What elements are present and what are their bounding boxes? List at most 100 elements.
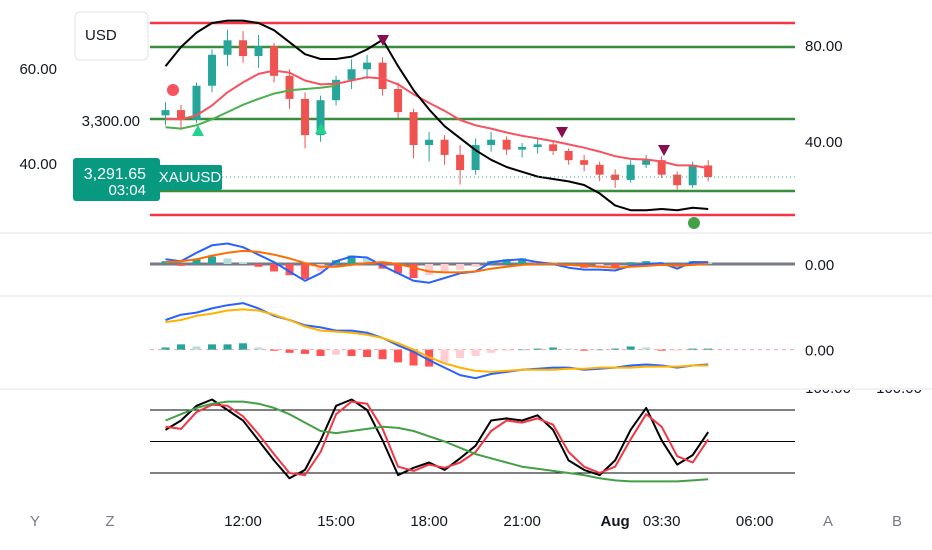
candle-body	[192, 85, 201, 120]
y-tick-label: 100.00	[805, 380, 851, 397]
histogram-bar	[378, 349, 387, 360]
candle-body	[239, 40, 248, 57]
histogram-bar	[626, 346, 635, 350]
candle-body	[657, 160, 666, 175]
price-badge	[73, 157, 160, 201]
candle-body	[161, 110, 170, 116]
candle-body	[626, 164, 635, 180]
histogram-bar	[688, 348, 697, 350]
candle-body	[471, 145, 480, 171]
histogram-bar	[285, 349, 294, 353]
histogram-bar	[456, 349, 465, 359]
histogram-bar	[192, 259, 201, 264]
candle-body	[301, 98, 310, 136]
histogram-bar	[502, 259, 511, 264]
histogram-bar	[595, 349, 604, 351]
candle-body	[223, 40, 232, 55]
histogram-bar	[394, 264, 403, 274]
x-tick-label: 15:00	[317, 513, 355, 530]
histogram-bar	[270, 349, 279, 351]
histogram-bar	[440, 349, 449, 363]
indicator-line	[165, 400, 709, 483]
toolbar-letter[interactable]: B	[892, 513, 902, 530]
toolbar-letter[interactable]: Z	[105, 513, 114, 530]
histogram-bar	[223, 344, 232, 350]
histogram-bar	[611, 264, 620, 268]
signal-up	[315, 123, 327, 134]
y3-tick-label: 60.00	[19, 61, 57, 78]
histogram-bar	[440, 264, 449, 273]
currency-label[interactable]: USD	[85, 27, 117, 44]
signal-dot	[167, 84, 179, 96]
candle-body	[208, 54, 217, 86]
histogram-bar	[394, 349, 403, 363]
candle-body	[704, 165, 713, 177]
y-tick-label: 0.00	[805, 257, 834, 274]
toolbar-letter[interactable]: A	[823, 513, 833, 530]
signal-up	[192, 125, 204, 136]
currency-box[interactable]	[74, 11, 149, 61]
histogram-bar	[177, 344, 186, 350]
macd-pane	[150, 302, 795, 380]
price-badge-label: 3,291.65	[84, 166, 146, 183]
candle-body	[177, 110, 186, 120]
y2-tick-label: 0.00	[893, 485, 922, 502]
candle-body	[270, 46, 279, 76]
histogram-bar	[518, 349, 527, 351]
histogram-bar	[161, 347, 170, 350]
indicator-line	[165, 69, 709, 170]
candle-body	[595, 164, 604, 175]
histogram-bar	[657, 349, 666, 351]
histogram-bar	[239, 343, 248, 350]
histogram-bar	[254, 264, 263, 267]
histogram-bar	[347, 349, 356, 356]
stoch-axis: 100.00 100.00 0.00	[805, 380, 922, 502]
candle-body	[580, 160, 589, 165]
candle-body	[549, 144, 558, 151]
histogram-bar	[223, 258, 232, 264]
histogram-bar	[409, 349, 418, 366]
histogram-bar	[192, 346, 201, 350]
candle-body	[440, 139, 449, 155]
histogram-bar	[533, 348, 542, 350]
histogram-bar	[456, 264, 465, 270]
macd-pane	[150, 242, 795, 284]
histogram-bar	[704, 348, 713, 350]
signal-dot	[688, 217, 700, 229]
candle-body	[347, 69, 356, 80]
histogram-bar	[564, 348, 573, 350]
candle-body	[316, 100, 325, 136]
candle-body	[673, 174, 682, 186]
histogram-bar	[208, 256, 217, 264]
candle-body	[642, 160, 651, 165]
y2-tick-label: 40.00	[805, 134, 843, 151]
histogram-bar	[409, 264, 418, 278]
indicator-line	[164, 19, 709, 212]
candle-body	[611, 174, 620, 180]
histogram-bar	[580, 349, 589, 351]
histogram-bar	[642, 261, 651, 264]
candle-body	[688, 165, 697, 186]
y-tick-label: 3,300.00	[82, 113, 140, 130]
y-tick-label: 0.00	[805, 343, 834, 360]
toolbar-letter[interactable]: Y	[30, 513, 40, 530]
candle-body	[285, 75, 294, 99]
histogram-bar	[626, 262, 635, 264]
histogram-bar	[332, 349, 341, 355]
candle-body	[533, 144, 542, 147]
histogram-bar	[301, 349, 310, 354]
candle-body	[425, 139, 434, 146]
main-pane	[150, 19, 795, 217]
countdown-label: 03:04	[108, 182, 146, 199]
histogram-bar	[239, 262, 248, 264]
x-tick-label: 12:00	[224, 513, 262, 530]
signal-down	[556, 127, 568, 138]
histogram-bar	[270, 264, 279, 272]
candle-body	[518, 146, 527, 150]
histogram-bar	[285, 264, 294, 276]
x-tick-label: 03:30	[643, 513, 681, 530]
y2-tick-label: 100.00	[876, 380, 922, 397]
histogram-bar	[502, 349, 511, 351]
